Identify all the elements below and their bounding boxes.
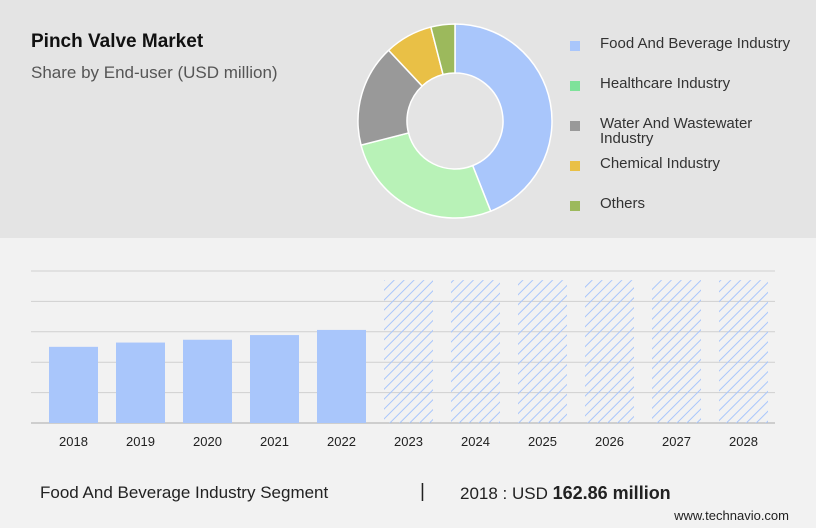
legend-swatch — [570, 161, 580, 171]
legend-label: Chemical Industry — [600, 155, 721, 172]
chart-title: Pinch Valve Market — [31, 31, 204, 52]
footer-separator: | — [420, 481, 425, 502]
forecast-bar-2025 — [518, 280, 567, 423]
legend-label: Food And Beverage Industry — [600, 35, 791, 52]
x-tick-label: 2022 — [327, 434, 356, 449]
legend-label: Water And Wastewater Industry — [600, 115, 753, 147]
x-tick-label: 2025 — [528, 434, 557, 449]
chart-subtitle: Share by End-user (USD million) — [31, 63, 278, 82]
bar-chart: 2018 2019 2020 2021 2022 2023 2024 2025 2026 2027… — [31, 270, 775, 449]
legend-swatch — [570, 201, 580, 211]
bar-2021 — [250, 335, 299, 423]
legend-label: Others — [600, 195, 646, 212]
legend-swatch — [570, 81, 580, 91]
bar-2019 — [116, 342, 165, 423]
legend-swatch — [570, 41, 580, 51]
legend-label: Healthcare Industry — [600, 75, 731, 92]
forecast-bar-2027 — [652, 280, 701, 423]
donut-slice-0 — [454, 23, 553, 213]
forecast-bar-2028 — [719, 280, 768, 423]
footer-value: 2018 : USD 162.86 million — [460, 483, 671, 504]
footer-value-amount: 162.86 million — [552, 483, 671, 503]
bar-2020 — [183, 339, 232, 423]
forecast-bar-2024 — [451, 280, 500, 423]
forecast-bar-2023 — [384, 280, 433, 423]
donut-slice-1 — [360, 132, 492, 219]
forecast-bar-2026 — [585, 280, 634, 423]
footer-value-prefix: 2018 : USD — [460, 484, 548, 503]
x-tick-label: 2020 — [193, 434, 222, 449]
x-tick-label: 2026 — [595, 434, 624, 449]
x-tick-label: 2028 — [729, 434, 758, 449]
legend-swatch — [570, 121, 580, 131]
donut-chart — [357, 23, 553, 219]
x-tick-label: 2018 — [59, 434, 88, 449]
brand-link[interactable]: www.technavio.com — [674, 508, 789, 523]
x-tick-label: 2023 — [394, 434, 423, 449]
donut-slice-4 — [429, 23, 456, 76]
x-tick-label: 2019 — [126, 434, 155, 449]
bar-2022 — [317, 329, 366, 423]
x-tick-label: 2027 — [662, 434, 691, 449]
bar-2018 — [49, 346, 98, 423]
x-tick-label: 2021 — [260, 434, 289, 449]
x-tick-label: 2024 — [461, 434, 490, 449]
footer-segment-label: Food And Beverage Industry Segment — [40, 483, 329, 502]
